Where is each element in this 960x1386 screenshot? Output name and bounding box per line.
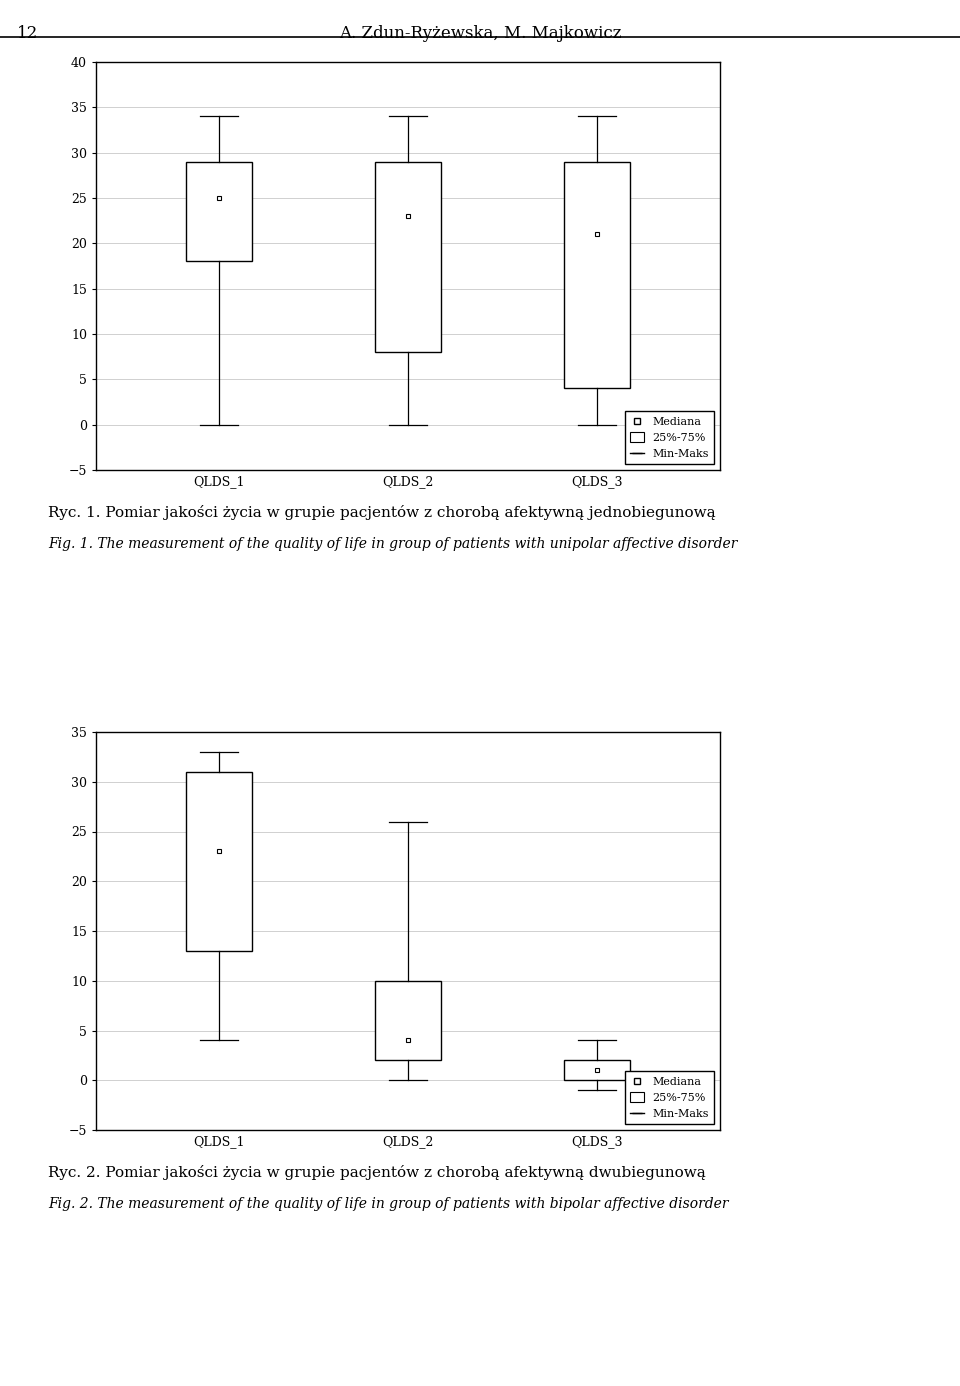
Text: Ryc. 1. Pomiar jakości życia w grupie pacjentów z chorobą afektywną jednobieguno: Ryc. 1. Pomiar jakości życia w grupie pa… — [48, 505, 715, 520]
Bar — [186, 162, 252, 262]
Bar — [186, 772, 252, 951]
Text: A. Zdun-Ryżewska, M. Majkowicz: A. Zdun-Ryżewska, M. Majkowicz — [339, 25, 621, 42]
Bar — [564, 162, 630, 388]
Text: 12: 12 — [17, 25, 38, 42]
Bar — [375, 981, 441, 1060]
Bar — [375, 162, 441, 352]
Text: Fig. 2. The measurement of the quality of life in group of patients with bipolar: Fig. 2. The measurement of the quality o… — [48, 1196, 729, 1210]
Text: Ryc. 2. Pomiar jakości życia w grupie pacjentów z chorobą afektywną dwubiegunową: Ryc. 2. Pomiar jakości życia w grupie pa… — [48, 1164, 706, 1179]
Legend: Mediana, 25%-75%, Min-Maks: Mediana, 25%-75%, Min-Maks — [625, 1071, 714, 1124]
Text: Fig. 1. The measurement of the quality of life in group of patients with unipola: Fig. 1. The measurement of the quality o… — [48, 536, 737, 550]
Legend: Mediana, 25%-75%, Min-Maks: Mediana, 25%-75%, Min-Maks — [625, 410, 714, 464]
Bar — [564, 1060, 630, 1080]
